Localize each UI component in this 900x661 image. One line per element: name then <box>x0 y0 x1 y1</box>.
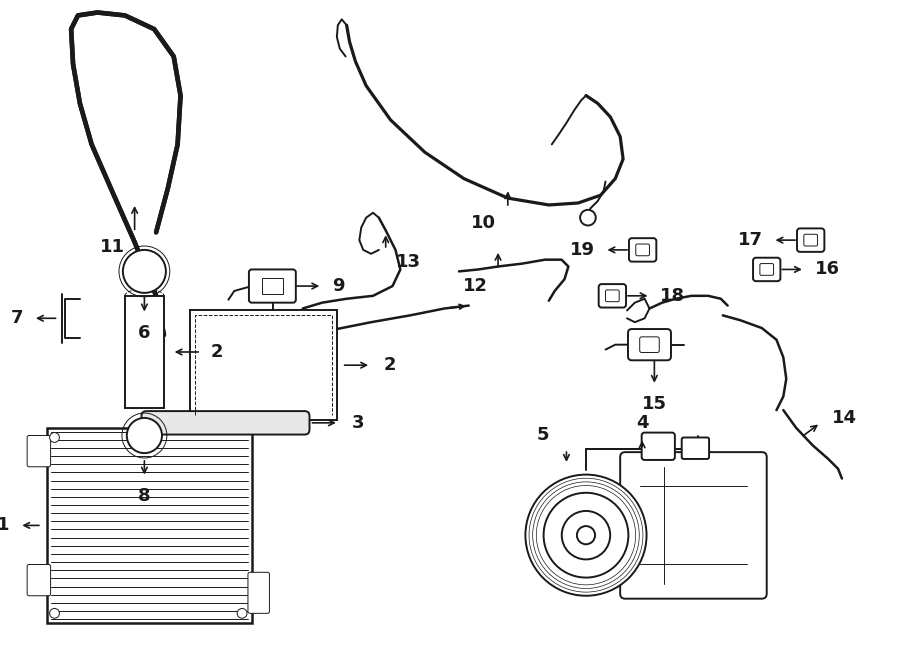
FancyBboxPatch shape <box>598 284 626 307</box>
Circle shape <box>577 526 595 544</box>
FancyBboxPatch shape <box>27 564 50 596</box>
FancyBboxPatch shape <box>629 238 656 262</box>
Bar <box>262 278 284 294</box>
FancyBboxPatch shape <box>27 436 50 467</box>
Circle shape <box>238 608 247 618</box>
Circle shape <box>50 608 59 618</box>
Text: 10: 10 <box>471 214 496 231</box>
FancyBboxPatch shape <box>628 329 671 360</box>
FancyBboxPatch shape <box>797 229 824 252</box>
Text: 14: 14 <box>832 409 857 427</box>
Circle shape <box>127 418 162 453</box>
FancyBboxPatch shape <box>640 337 660 352</box>
FancyBboxPatch shape <box>620 452 767 599</box>
Bar <box>125 296 164 408</box>
FancyBboxPatch shape <box>760 264 774 275</box>
Circle shape <box>123 250 166 293</box>
FancyBboxPatch shape <box>248 572 269 613</box>
Circle shape <box>580 210 596 225</box>
Circle shape <box>562 511 610 559</box>
Text: 17: 17 <box>738 231 763 249</box>
Text: 2: 2 <box>211 343 223 361</box>
Text: 15: 15 <box>642 395 667 414</box>
FancyBboxPatch shape <box>635 244 650 256</box>
Text: 19: 19 <box>570 241 595 259</box>
FancyBboxPatch shape <box>753 258 780 281</box>
FancyBboxPatch shape <box>642 432 675 460</box>
Text: 16: 16 <box>814 260 840 278</box>
FancyBboxPatch shape <box>681 438 709 459</box>
FancyBboxPatch shape <box>606 290 619 301</box>
Text: 2: 2 <box>383 356 396 374</box>
FancyBboxPatch shape <box>141 411 310 434</box>
Text: 11: 11 <box>100 238 125 256</box>
Text: 6: 6 <box>138 324 150 342</box>
FancyBboxPatch shape <box>249 270 296 303</box>
Text: 4: 4 <box>636 414 648 432</box>
Bar <box>190 311 337 420</box>
Text: 13: 13 <box>395 253 420 270</box>
Circle shape <box>526 475 646 596</box>
Text: 12: 12 <box>464 277 489 295</box>
Text: 1: 1 <box>0 516 10 534</box>
Text: 7: 7 <box>11 309 23 327</box>
Bar <box>47 428 252 623</box>
Circle shape <box>50 432 59 442</box>
Circle shape <box>544 492 628 578</box>
Text: 18: 18 <box>661 287 686 305</box>
Text: 8: 8 <box>138 487 150 505</box>
Text: 9: 9 <box>332 277 345 295</box>
Text: 3: 3 <box>352 414 364 432</box>
Text: 5: 5 <box>536 426 549 444</box>
FancyBboxPatch shape <box>804 234 817 246</box>
